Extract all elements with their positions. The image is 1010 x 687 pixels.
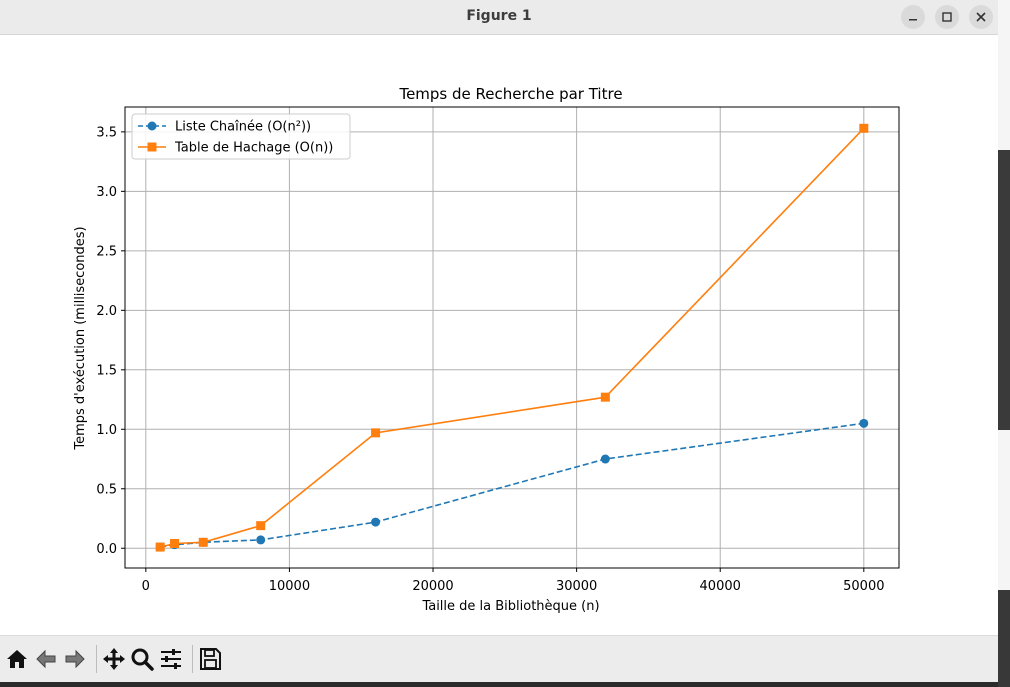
window-title: Figure 1 bbox=[466, 8, 532, 24]
x-tick-label: 10000 bbox=[269, 579, 310, 594]
data-point-series-2 bbox=[155, 542, 165, 552]
zoom-icon[interactable] bbox=[129, 646, 155, 672]
legend-label-series-1: Liste Chaînée (O(n²)) bbox=[175, 120, 311, 135]
title-bar[interactable]: Figure 1 bbox=[0, 0, 998, 35]
chart-title: Temps de Recherche par Titre bbox=[398, 85, 622, 103]
forward-icon[interactable] bbox=[62, 646, 88, 672]
data-point-series-2 bbox=[371, 428, 381, 438]
y-tick-label: 2.5 bbox=[96, 244, 117, 259]
home-icon[interactable] bbox=[4, 646, 30, 672]
y-tick-label: 0.0 bbox=[96, 542, 117, 557]
background-panel bbox=[998, 0, 1010, 150]
legend: Liste Chaînée (O(n²)) Table de Hachage (… bbox=[131, 113, 351, 160]
toolbar-separator bbox=[192, 645, 193, 673]
background-window bbox=[998, 0, 1010, 687]
legend-label-series-2: Table de Hachage (O(n)) bbox=[174, 141, 333, 156]
y-tick-label: 2.0 bbox=[96, 304, 117, 319]
maximize-button[interactable] bbox=[935, 5, 959, 29]
axes-frame bbox=[124, 106, 900, 569]
y-tick-label: 1.0 bbox=[96, 423, 117, 438]
minimize-button[interactable] bbox=[901, 5, 925, 29]
data-point-series-1 bbox=[600, 454, 610, 464]
data-point-series-2 bbox=[170, 538, 180, 548]
y-tick-label: 1.5 bbox=[96, 363, 117, 378]
data-point-series-2 bbox=[256, 521, 266, 531]
data-point-series-2 bbox=[600, 392, 610, 402]
data-point-series-1 bbox=[371, 517, 381, 527]
minimize-icon bbox=[909, 19, 917, 21]
plot-canvas[interactable]: 0 10000 20000 30000 40000 50000 0.0 0.5 1.0 1.5 2.… bbox=[0, 35, 998, 635]
toolbar-separator bbox=[96, 645, 97, 673]
data-point-series-1 bbox=[859, 418, 869, 428]
close-button[interactable] bbox=[969, 5, 993, 29]
data-point-series-2 bbox=[198, 537, 208, 547]
y-axis-label: Temps d'exécution (millisecondes) bbox=[73, 226, 88, 450]
data-point-series-1 bbox=[256, 535, 266, 545]
configure-subplots-icon[interactable] bbox=[158, 646, 184, 672]
pan-icon[interactable] bbox=[101, 646, 127, 672]
legend-marker-series-1 bbox=[147, 121, 157, 131]
line-chart: 0 10000 20000 30000 40000 50000 0.0 0.5 1.0 1.5 2.… bbox=[73, 85, 900, 614]
x-tick-label: 40000 bbox=[700, 579, 741, 594]
x-tick-label: 20000 bbox=[412, 579, 453, 594]
save-icon[interactable] bbox=[197, 646, 223, 672]
y-tick-label: 3.0 bbox=[96, 185, 117, 200]
navigation-toolbar bbox=[0, 635, 998, 682]
back-icon[interactable] bbox=[33, 646, 59, 672]
x-tick-label: 30000 bbox=[556, 579, 597, 594]
x-axis-label: Taille de la Bibliothèque (n) bbox=[421, 599, 599, 614]
legend-marker-series-2 bbox=[147, 142, 157, 152]
series-line-1 bbox=[160, 422, 864, 548]
legend-box bbox=[131, 113, 351, 160]
maximize-icon bbox=[942, 12, 952, 22]
background-panel-lower bbox=[998, 430, 1010, 590]
x-tick-label: 50000 bbox=[843, 579, 884, 594]
y-tick-label: 3.5 bbox=[96, 125, 117, 140]
x-tick-label: 0 bbox=[142, 579, 150, 594]
close-icon bbox=[976, 12, 986, 22]
data-point-series-2 bbox=[859, 123, 869, 133]
y-tick-label: 0.5 bbox=[96, 482, 117, 497]
